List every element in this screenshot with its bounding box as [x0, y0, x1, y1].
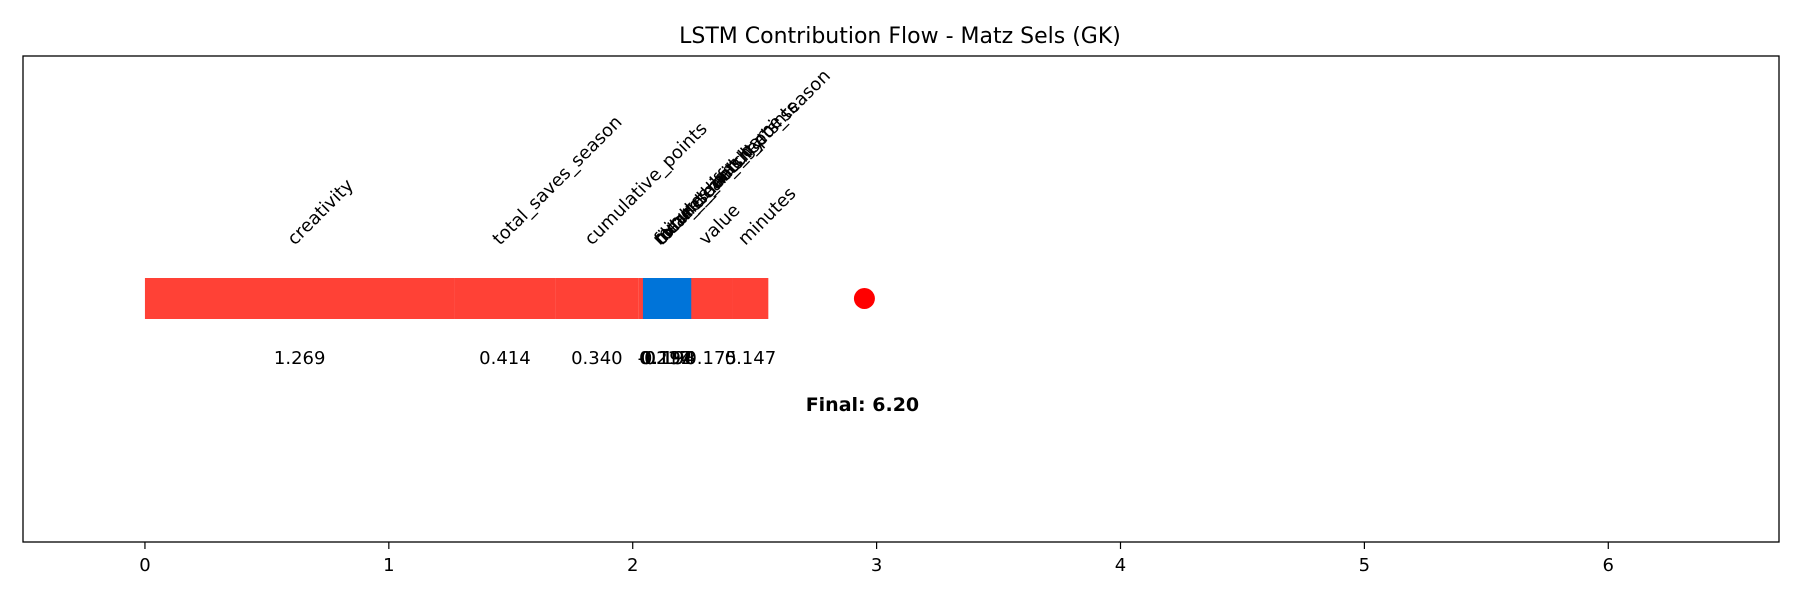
value-label: 0.340 — [571, 348, 623, 369]
final-marker — [853, 288, 875, 309]
feature-labels: creativity total_saves_seasoncumulative_p… — [283, 66, 834, 250]
plot-area — [22, 55, 1780, 543]
final-label: Final: 6.20 — [806, 394, 919, 416]
value-label: 0.175 — [685, 348, 737, 369]
x-tick-label: 2 — [627, 555, 638, 576]
x-tick-label: 1 — [383, 555, 394, 576]
x-tick-label: 4 — [1115, 555, 1126, 576]
value-label: 1.269 — [274, 348, 326, 369]
value-label: 0.192 — [641, 348, 693, 369]
contribution-segment — [144, 278, 455, 319]
x-tick-label: 6 — [1603, 555, 1614, 576]
feature-label: minutes — [734, 183, 800, 249]
value-label: 0.414 — [479, 348, 531, 369]
x-tick-label: 3 — [871, 555, 882, 576]
value-label: -0.198 — [638, 348, 696, 369]
value-label: 0.147 — [725, 348, 777, 369]
value-label: 0.217 — [639, 348, 691, 369]
chart-title: LSTM Contribution Flow - Matz Sels (GK) — [679, 24, 1121, 49]
value-label: -0.194 — [638, 348, 696, 369]
x-tick-label: 0 — [139, 555, 150, 576]
feature-label: creativity — [283, 175, 358, 250]
x-tick-label: 5 — [1359, 555, 1370, 576]
value-label: 0.194 — [641, 348, 693, 369]
contribution-segment — [689, 278, 733, 319]
contribution-segment — [732, 278, 769, 319]
contribution-segments — [144, 278, 875, 319]
x-axis: 0 1 2 3 4 5 6 — [139, 542, 1614, 576]
contribution-segment — [642, 278, 691, 319]
contribution-segment — [555, 278, 639, 319]
contribution-segment — [454, 278, 556, 319]
value-labels: 1.269 0.414 0.340 0.217-0.1980.194-0.1940.1… — [274, 348, 776, 369]
